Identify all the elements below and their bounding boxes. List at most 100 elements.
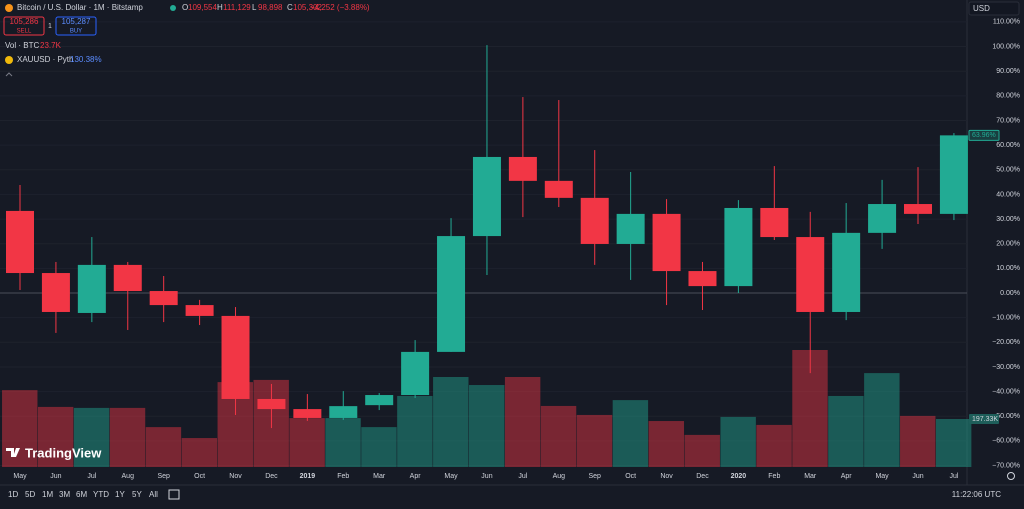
volume-bar <box>648 421 685 467</box>
currency: USD <box>973 4 990 13</box>
candle-body <box>472 156 501 237</box>
y-tick-label: −30.00% <box>992 364 1020 371</box>
candle-body <box>365 395 394 406</box>
volume-value: 23.7K <box>40 41 62 50</box>
y-tick-label: −60.00% <box>992 438 1020 445</box>
volume-bar <box>2 390 38 467</box>
y-tick-label: 10.00% <box>996 265 1020 272</box>
x-tick-label: Oct <box>625 473 636 480</box>
last-price-tag <box>968 129 1000 141</box>
range-button[interactable]: 6M <box>76 490 87 499</box>
volume-bar <box>289 418 325 467</box>
x-tick-label: Jun <box>912 473 923 480</box>
x-tick-label: Jun <box>50 473 61 480</box>
candle-body <box>652 213 681 272</box>
btc-icon <box>5 4 13 12</box>
buy-button[interactable] <box>55 16 97 36</box>
compare-icon <box>5 56 13 64</box>
range-button[interactable]: 5Y <box>132 490 142 499</box>
y-tick-label: −10.00% <box>992 314 1020 321</box>
volume-bar <box>504 377 541 467</box>
y-tick-label: 90.00% <box>996 68 1020 75</box>
date-range-icon[interactable] <box>168 489 180 500</box>
spread: 1 <box>48 23 52 30</box>
candle-body <box>41 273 70 312</box>
compare-value: 130.38% <box>70 55 102 64</box>
x-tick-label: Mar <box>804 473 817 480</box>
candle-body <box>688 271 717 287</box>
y-tick-label: 80.00% <box>996 93 1020 100</box>
volume-bar <box>37 406 74 467</box>
y-tick-label: 70.00% <box>996 117 1020 124</box>
candle-body <box>149 291 178 306</box>
currency-select[interactable] <box>968 1 1020 16</box>
x-tick-label: Aug <box>553 473 566 480</box>
x-tick-label: Jun <box>481 473 492 480</box>
volume-bar <box>109 407 146 467</box>
x-tick-label: 2020 <box>731 473 747 480</box>
last-volume-tag <box>969 414 999 425</box>
candle-body <box>868 204 897 233</box>
y-tick-label: 30.00% <box>996 216 1020 223</box>
y-tick-label: −70.00% <box>992 462 1020 469</box>
logo-icon <box>6 448 20 457</box>
volume-bar <box>73 407 110 467</box>
candle-body <box>329 406 358 418</box>
x-tick-label: Sep <box>588 473 601 480</box>
sell-button[interactable] <box>3 16 45 36</box>
buy-label: BUY <box>70 29 82 35</box>
volume-bar <box>325 418 361 467</box>
candle-body <box>904 204 932 214</box>
y-tick-label: 100.00% <box>992 43 1020 50</box>
ohlc-value: 98,898 <box>258 3 283 12</box>
symbol[interactable]: Bitcoin / U.S. Dollar · 1M · Bitstamp <box>17 3 143 12</box>
last-volume-label: 197.33K <box>972 416 998 423</box>
range-buttons: 1D 5D 1M 3M 6M YTD 1Y 5Y All <box>8 490 158 499</box>
range-button[interactable]: 1D <box>8 490 18 499</box>
range-button[interactable]: All <box>149 490 158 499</box>
clock: 11:22:06 UTC <box>952 490 1001 499</box>
collapse-icon[interactable] <box>5 72 13 77</box>
x-tick-label: Feb <box>768 473 780 480</box>
x-tick-label: May <box>875 473 889 480</box>
candle-body <box>293 409 322 418</box>
buy-price: 105,287 <box>62 17 91 26</box>
status-dot <box>170 5 176 11</box>
settings-icon[interactable] <box>1007 472 1015 480</box>
candle-body <box>760 207 789 238</box>
volume-bar <box>540 405 577 467</box>
candle-body <box>221 315 250 399</box>
x-tick-label: Mar <box>373 473 386 480</box>
range-button[interactable]: 3M <box>59 490 70 499</box>
y-tick-label: 60.00% <box>996 142 1020 149</box>
x-tick-label: Nov <box>660 473 673 480</box>
range-button[interactable]: YTD <box>93 490 109 499</box>
volume-bar <box>900 415 936 467</box>
ohlc-key: L <box>252 3 257 12</box>
y-tick-label: 20.00% <box>996 241 1020 248</box>
candle-body <box>508 156 537 181</box>
y-tick-label: −20.00% <box>992 339 1020 346</box>
y-tick-label: −40.00% <box>992 388 1020 395</box>
y-tick-label: 0.00% <box>1000 290 1020 297</box>
x-tick-label: Dec <box>265 473 278 480</box>
candle-body <box>796 237 825 312</box>
volume-bar <box>576 414 613 467</box>
volume-bar <box>684 434 720 467</box>
candle-body <box>616 213 645 244</box>
x-tick-label: Apr <box>410 473 422 480</box>
candle-body <box>580 197 609 244</box>
volume-bar <box>361 427 397 467</box>
compare-name: XAUUSD · Pyth <box>17 55 73 64</box>
volume-bar <box>612 400 649 467</box>
y-tick-label: −50.00% <box>992 413 1020 420</box>
ohlc-value: 105,302 <box>293 3 322 12</box>
y-tick-label: 40.00% <box>996 191 1020 198</box>
candle-body <box>257 398 286 410</box>
ohlc-value: 109,554 <box>188 3 217 12</box>
range-button[interactable]: 1Y <box>115 490 125 499</box>
candle-layer <box>6 45 968 429</box>
range-button[interactable]: 5D <box>25 490 35 499</box>
range-button[interactable]: 1M <box>42 490 53 499</box>
